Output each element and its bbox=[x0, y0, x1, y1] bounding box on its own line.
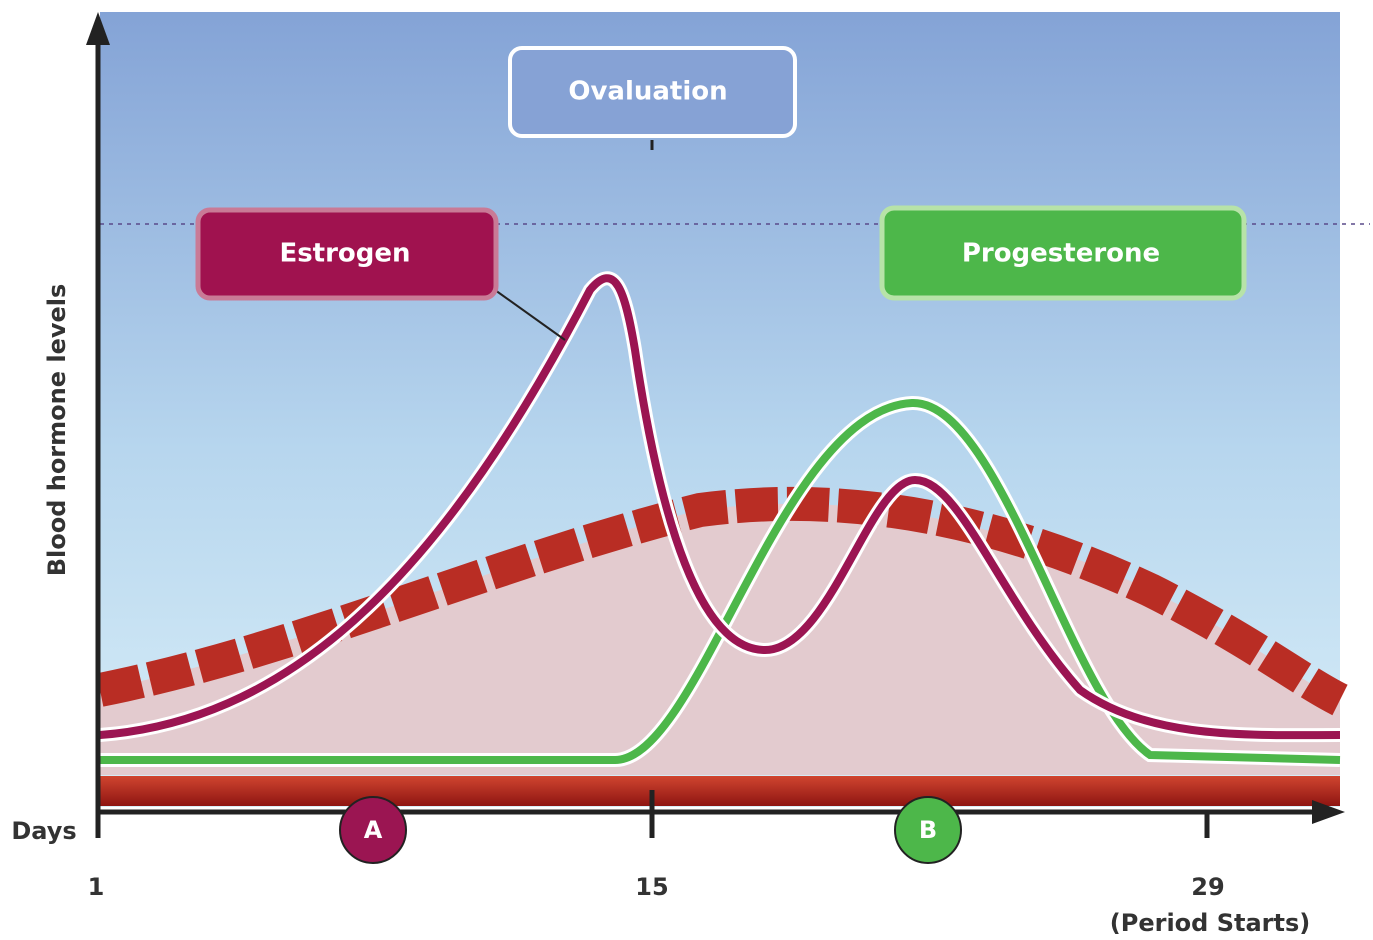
tick-label: 1 bbox=[88, 873, 105, 901]
tick-label: 15 bbox=[635, 873, 668, 901]
period-note: (Period Starts) bbox=[1110, 909, 1310, 937]
base-layer bbox=[100, 776, 1340, 806]
x-axis-label: Days bbox=[11, 817, 76, 845]
ovulation-label: Ovaluation bbox=[568, 77, 727, 107]
page: Ovaluation Estrogen Progesterone Blood h… bbox=[0, 0, 1373, 940]
estrogen-label: Estrogen bbox=[279, 239, 410, 269]
marker-label: A bbox=[364, 816, 383, 844]
progesterone-label: Progesterone bbox=[962, 239, 1160, 269]
y-axis-label: Blood hormone levels bbox=[43, 284, 71, 577]
diagram: Ovaluation Estrogen Progesterone Blood h… bbox=[0, 0, 1373, 940]
marker-label: B bbox=[919, 816, 937, 844]
tick-label: 29 bbox=[1191, 873, 1224, 901]
